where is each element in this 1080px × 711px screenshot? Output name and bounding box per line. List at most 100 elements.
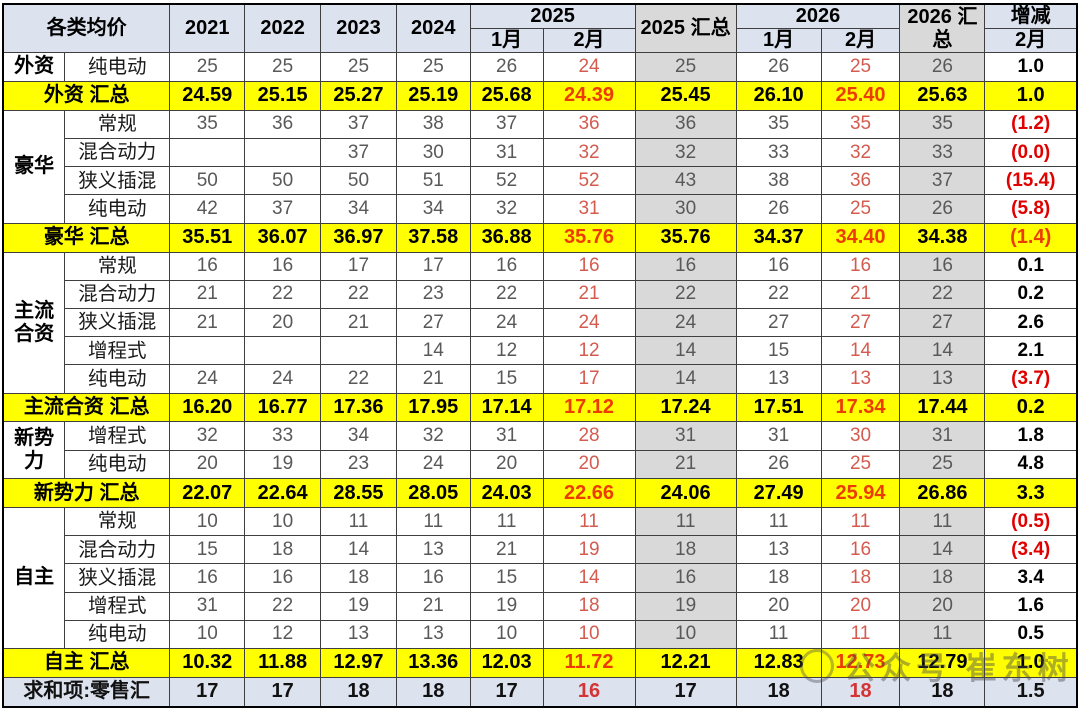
cell: 38 (395, 109, 471, 140)
cell: 12.97 (320, 647, 397, 678)
cell: 11.72 (542, 647, 636, 678)
cell: 0.2 (984, 279, 1078, 309)
cell: (15.4) (984, 166, 1078, 196)
cell: 24 (542, 52, 636, 82)
data-row: 主流合资 常规 16 16 17 17 16 16 16 16 16 16 0.1 (2, 251, 1078, 394)
cell: 15 (469, 563, 544, 593)
cell: 25.63 (899, 80, 986, 111)
cell: 11.88 (244, 647, 322, 678)
cell: 10 (469, 619, 544, 649)
cell: 11 (320, 506, 397, 537)
cell: 16 (542, 676, 636, 708)
cell: 1.0 (984, 647, 1078, 678)
group-label: 自主 (2, 506, 66, 649)
cell: 10.32 (169, 647, 246, 678)
cell (320, 336, 397, 366)
cell: 16 (820, 251, 901, 281)
cell: 18 (542, 591, 636, 621)
cell: 25.45 (634, 80, 737, 111)
cell: 16 (244, 251, 322, 281)
cell: 26 (735, 194, 822, 224)
cell: 13 (320, 619, 397, 649)
category-label: 增程式 (64, 591, 171, 621)
cell: 37 (320, 109, 397, 140)
category-label: 增程式 (64, 421, 171, 451)
category-label: 纯电动 (64, 194, 171, 224)
cell: 37 (899, 166, 986, 196)
cell: 35 (899, 109, 986, 140)
summary-label: 新势力 汇总 (2, 478, 171, 508)
cell: 14 (542, 563, 636, 593)
cell: 18 (820, 676, 901, 708)
cell: 14 (899, 336, 986, 366)
cell: 20 (244, 307, 322, 338)
cell: 16 (542, 251, 636, 281)
cell: 35 (169, 109, 246, 140)
cell: 17.24 (634, 392, 737, 423)
cell: 50 (320, 166, 397, 196)
header-2025-jan: 1月 (469, 28, 544, 53)
cell: 19 (634, 591, 737, 621)
header-2026-jan: 1月 (735, 28, 822, 53)
cell: 52 (542, 166, 636, 196)
header-year-2026: 2026 (735, 3, 901, 29)
cell: 14 (634, 336, 737, 366)
cell: 23 (320, 449, 397, 480)
cell: 13 (735, 364, 822, 394)
cell: 16 (899, 251, 986, 281)
cell: 22.66 (542, 478, 636, 508)
cell: 25.27 (320, 80, 397, 111)
cell (244, 138, 322, 168)
category-label: 混合动力 (64, 535, 171, 565)
summary-row: 自主 汇总 10.32 11.88 12.97 13.36 12.03 11.72 12.21… (2, 647, 1078, 678)
category-label: 纯电动 (64, 449, 171, 480)
cell: 18 (735, 676, 822, 708)
cell: 1.0 (984, 80, 1078, 111)
cell: 14 (320, 535, 397, 565)
data-row: 狭义插混 50 50 50 51 52 52 43 38 36 37 (15.4) (3, 166, 1078, 196)
cell: 32 (469, 194, 544, 224)
cell: 17.36 (320, 392, 397, 423)
cell: 4.8 (984, 449, 1078, 480)
data-row: 新势力 增程式 32 33 34 32 31 28 31 31 30 31 1.8 (2, 421, 1078, 480)
cell: 50 (169, 166, 246, 196)
cell: 22 (244, 279, 322, 309)
cell: 19 (469, 591, 544, 621)
cell: 11 (542, 506, 636, 537)
cell: 32 (542, 138, 636, 168)
cell: 24.06 (634, 478, 737, 508)
cell: 1.8 (984, 421, 1078, 451)
cell: 10 (634, 619, 737, 649)
cell: 25.15 (244, 80, 322, 111)
cell: 15 (169, 535, 246, 565)
data-row: 混合动力 21 22 22 23 22 21 22 22 21 22 0.2 (3, 279, 1078, 309)
cell: 25 (634, 52, 737, 82)
cell: 25.19 (395, 80, 471, 111)
category-label: 混合动力 (64, 138, 171, 168)
cell: 17 (169, 676, 246, 708)
cell: 16.77 (244, 392, 322, 423)
cell: 31 (634, 421, 737, 451)
cell: 30 (634, 194, 737, 224)
cell: 34 (320, 194, 397, 224)
cell: 16 (469, 251, 544, 281)
cell: 28.05 (395, 478, 471, 508)
cell: 31 (735, 421, 822, 451)
cell: 34.37 (735, 222, 822, 253)
cell: 37 (320, 138, 397, 168)
cell: 16 (820, 535, 901, 565)
cell: 18 (320, 563, 397, 593)
cell: 16 (634, 251, 737, 281)
data-row: 豪华 常规 35 36 37 38 37 36 36 35 35 35 (1.2) (2, 109, 1078, 224)
data-row: 增程式 14 12 12 14 15 14 14 2.1 (3, 336, 1078, 366)
data-row: 增程式 31 22 19 21 19 18 19 20 20 20 1.6 (3, 591, 1078, 621)
table-header: 各类均价 2021 2022 2023 2024 2025 2025 汇总 20… (2, 3, 1078, 53)
cell: 2.1 (984, 336, 1078, 366)
cell: 17.14 (469, 392, 544, 423)
summary-row: 主流合资 汇总 16.20 16.77 17.36 17.95 17.14 17.12 17.… (2, 392, 1078, 423)
cell: 21 (320, 307, 397, 338)
cell: 21 (469, 535, 544, 565)
cell: 3.4 (984, 563, 1078, 593)
cell: 16.20 (169, 392, 246, 423)
cell: 14 (899, 535, 986, 565)
